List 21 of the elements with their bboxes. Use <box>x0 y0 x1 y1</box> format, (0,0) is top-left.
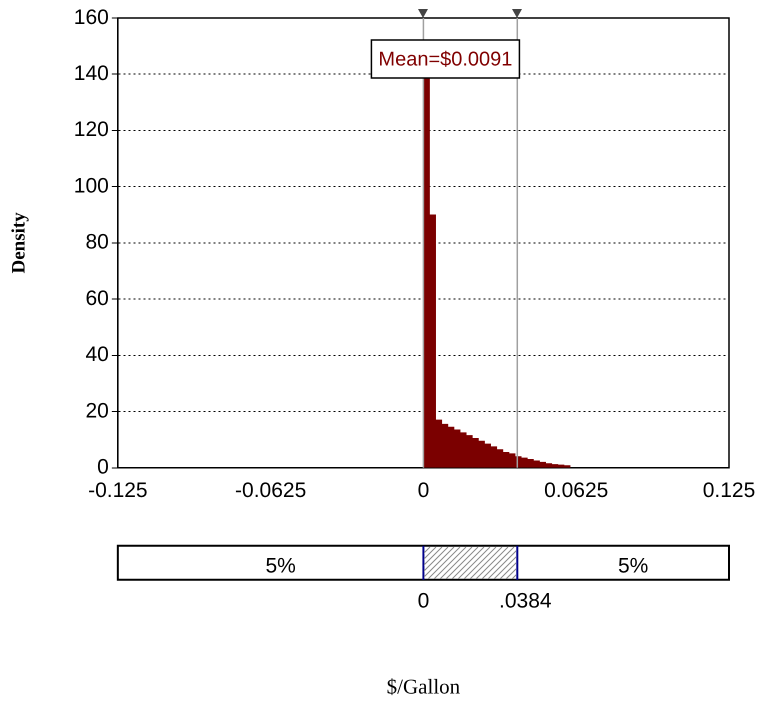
text: $/Gallon <box>386 674 461 699</box>
annotation: Mean=$0.0091 <box>378 48 512 71</box>
y-tick-label: 120 <box>74 118 109 142</box>
y-tick-label: 140 <box>74 62 109 86</box>
y-axis-title: Density <box>8 212 30 274</box>
y-tick-label: 160 <box>74 6 109 29</box>
x-tick-label: 0 <box>418 479 430 502</box>
y-tick-label: 40 <box>85 343 109 366</box>
y-tick-label: 100 <box>74 174 109 198</box>
x-tick-label: -0.0625 <box>235 479 306 502</box>
y-tick-label: 20 <box>85 399 109 422</box>
x-tick-label: 0.125 <box>702 479 756 502</box>
y-tick-label: 60 <box>85 286 109 310</box>
x-tick-label: 0.0625 <box>544 479 608 502</box>
text: 0 <box>418 590 430 613</box>
text: .0384 <box>499 590 552 613</box>
y-tick-label: 80 <box>85 230 109 254</box>
y-tick-label: 0 <box>97 456 109 479</box>
x-tick-label: -0.125 <box>88 479 148 502</box>
text: 5% <box>618 554 648 578</box>
text: 5% <box>265 554 296 578</box>
